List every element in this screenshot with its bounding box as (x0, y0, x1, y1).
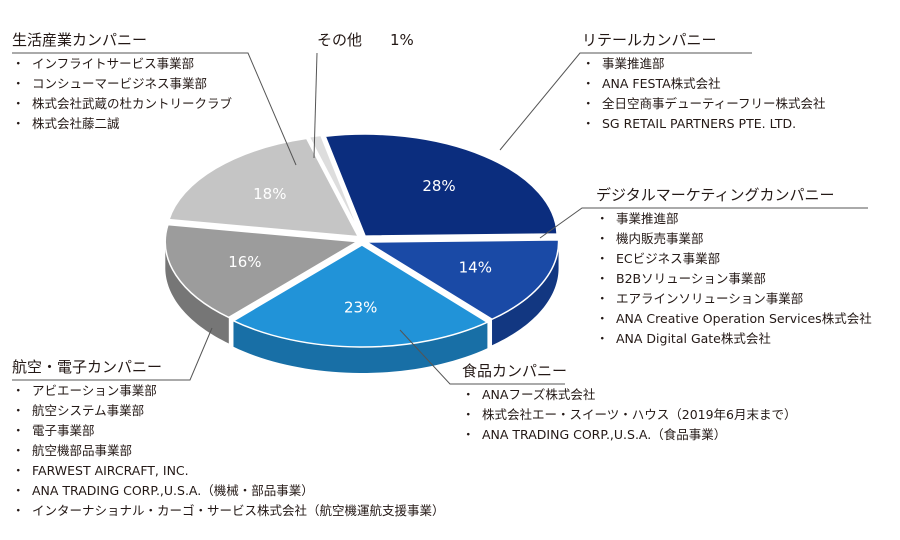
list-item: ANA TRADING CORP.,U.S.A.（機械・部品事業） (12, 481, 445, 501)
leader-line-retail (499, 52, 752, 151)
pie-slice-side (233, 320, 488, 373)
group-koku: 航空・電子カンパニー アビエーション事業部 航空システム事業部 電子事業部 航空… (12, 357, 445, 521)
list-item: ANA FESTA株式会社 (582, 74, 826, 94)
list-item: FARWEST AIRCRAFT, INC. (12, 461, 445, 481)
list-item: ANA Creative Operation Services株式会社 (596, 309, 872, 329)
group-list-digital: 事業推進部 機内販売事業部 ECビジネス事業部 B2Bソリューション事業部 エア… (596, 209, 872, 349)
pie-value-label: 18% (253, 185, 286, 203)
list-item: 株式会社武蔵の杜カントリークラブ (12, 94, 232, 114)
list-item: インフライトサービス事業部 (12, 54, 232, 74)
leader-line-digital (539, 207, 868, 239)
group-list-koku: アビエーション事業部 航空システム事業部 電子事業部 航空機部品事業部 FARW… (12, 381, 445, 521)
list-item: エアラインソリューション事業部 (596, 289, 872, 309)
group-title-retail: リテールカンパニー (582, 31, 717, 49)
list-item: 事業推進部 (582, 54, 826, 74)
pie-slice-side (492, 242, 559, 346)
group-list-shokuhin: ANAフーズ株式会社 株式会社エー・スイーツ・ハウス（2019年6月末まで） A… (462, 385, 797, 445)
list-item: アビエーション事業部 (12, 381, 445, 401)
list-item: コンシューマービジネス事業部 (12, 74, 232, 94)
group-title-shokuhin: 食品カンパニー (462, 362, 568, 380)
list-item: ANA Digital Gate株式会社 (596, 329, 872, 349)
list-item: 事業推進部 (596, 209, 872, 229)
group-list-seikatsu: インフライトサービス事業部 コンシューマービジネス事業部 株式会社武蔵の杜カント… (12, 54, 232, 134)
list-item: ANA TRADING CORP.,U.S.A.（食品事業） (462, 425, 797, 445)
list-item: ANAフーズ株式会社 (462, 385, 797, 405)
pie-slice (324, 133, 558, 237)
leader-line-shokuhin (399, 329, 565, 385)
pie-slice (363, 239, 560, 321)
group-sonota: その他 1% (317, 30, 414, 54)
pie-value-label: 23% (344, 299, 377, 317)
pie-tops (164, 133, 560, 348)
pie-slice-side (165, 239, 229, 344)
pie-value-label: 14% (459, 258, 492, 276)
group-title-seikatsu: 生活産業カンパニー (12, 31, 148, 49)
list-item: 機内販売事業部 (596, 229, 872, 249)
leader-line-sonota (313, 52, 318, 159)
pie-slice (231, 244, 489, 348)
leader-line-koku (12, 327, 213, 381)
list-item: SG RETAIL PARTNERS PTE. LTD. (582, 114, 826, 134)
pie-value-label: 28% (422, 177, 455, 195)
pie-sides (165, 239, 559, 373)
group-list-retail: 事業推進部 ANA FESTA株式会社 全日空商事デューティーフリー株式会社 S… (582, 54, 826, 134)
pie-value-label: 16% (228, 253, 261, 271)
list-item: インターナショナル・カーゴ・サービス株式会社（航空機運航支援事業） (12, 501, 445, 521)
leader-lines (12, 52, 868, 385)
list-item: 全日空商事デューティーフリー株式会社 (582, 94, 826, 114)
pie-value-labels: 28% 14% 23% 16% 18% (228, 177, 492, 317)
group-title-sonota: その他 (317, 31, 363, 49)
list-item: 航空機部品事業部 (12, 441, 445, 461)
group-title-digital: デジタルマーケティングカンパニー (596, 186, 835, 204)
list-item: ECビジネス事業部 (596, 249, 872, 269)
list-item: 株式会社藤二誠 (12, 114, 232, 134)
list-item: 株式会社エー・スイーツ・ハウス（2019年6月末まで） (462, 405, 797, 425)
pie-slice (167, 137, 360, 238)
pie-slice (164, 223, 360, 319)
leader-line-seikatsu (12, 52, 297, 166)
group-digital: デジタルマーケティングカンパニー 事業推進部 機内販売事業部 ECビジネス事業部… (596, 185, 872, 349)
list-item: 航空システム事業部 (12, 401, 445, 421)
group-seikatsu: 生活産業カンパニー インフライトサービス事業部 コンシューマービジネス事業部 株… (12, 30, 232, 134)
list-item: B2Bソリューション事業部 (596, 269, 872, 289)
group-title-koku: 航空・電子カンパニー (12, 358, 163, 376)
list-item: 電子事業部 (12, 421, 445, 441)
pct-sonota: 1% (390, 31, 414, 49)
group-shokuhin: 食品カンパニー ANAフーズ株式会社 株式会社エー・スイーツ・ハウス（2019年… (462, 361, 797, 445)
group-retail: リテールカンパニー 事業推進部 ANA FESTA株式会社 全日空商事デューティ… (582, 30, 826, 134)
